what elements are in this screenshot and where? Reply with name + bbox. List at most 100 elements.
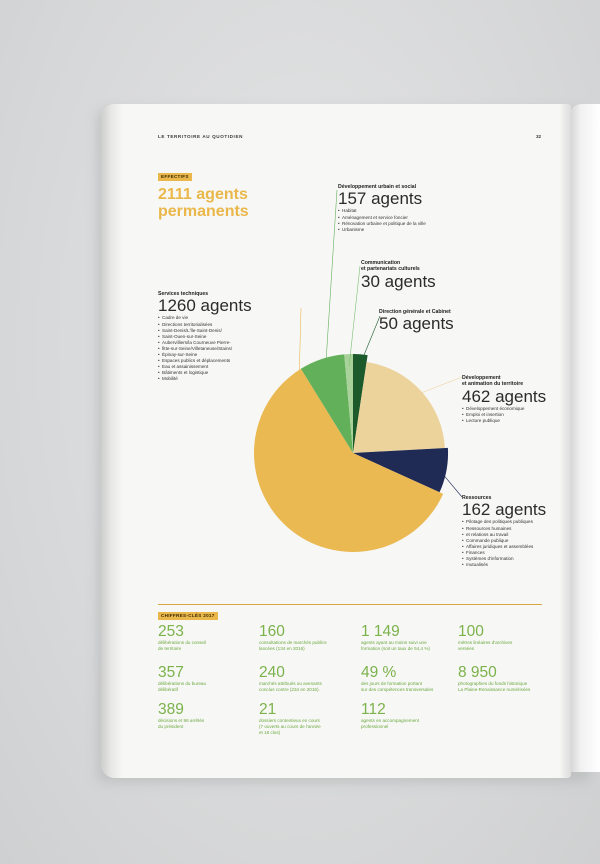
key-figure-description: (7 ouverts au cours de l'année bbox=[259, 724, 321, 730]
key-figure-description: conclus contre (234 en 2016). bbox=[259, 687, 320, 693]
key-figure-number: 8 950 bbox=[458, 664, 497, 681]
key-figure-number: 253 bbox=[158, 623, 184, 640]
pie-slice bbox=[353, 361, 445, 453]
key-figure-description: formation (soit un taux de 54,4 %) bbox=[361, 646, 430, 652]
slice-value: 30 agents bbox=[361, 271, 436, 291]
pie-slice bbox=[353, 447, 449, 493]
key-figure-number: 389 bbox=[158, 701, 184, 718]
slice-item: Directions territorialisées bbox=[158, 322, 252, 328]
label-direction-generale: Direction générale et Cabinet 50 agents bbox=[379, 309, 454, 333]
key-figure-description: versées bbox=[458, 646, 475, 652]
effectifs-tag: EFFECTIFS bbox=[158, 173, 192, 181]
slice-value: 157 agents bbox=[338, 189, 423, 209]
slice-item: Aubervilliers/la Courneuve Pierre- bbox=[158, 340, 252, 346]
slice-title-line2: et partenariats culturels bbox=[361, 266, 420, 273]
leader-line bbox=[417, 376, 463, 395]
key-figure-description: du président bbox=[158, 724, 184, 730]
section-header: LE TERRITOIRE AU QUOTIDIEN bbox=[158, 134, 244, 139]
slice-value: 462 agents bbox=[462, 386, 547, 406]
leader-line bbox=[348, 265, 361, 366]
slice-title: Développement urbain et social bbox=[338, 184, 417, 190]
page-number: 32 bbox=[536, 134, 542, 139]
pie-slice bbox=[344, 354, 353, 453]
brochure-page: LE TERRITOIRE AU QUOTIDIEN 32 EFFECTIFS … bbox=[101, 104, 571, 778]
slice-items: Pilotage des politiques publiquesRessour… bbox=[462, 519, 546, 568]
slice-item: Lecture publique bbox=[462, 418, 546, 424]
slice-item: Développement économique bbox=[462, 406, 546, 412]
slice-item: Systèmes d'information bbox=[462, 556, 546, 562]
chiffres-tag: CHIFFRES-CLÉS 2017 bbox=[158, 612, 218, 620]
key-figure-number: 357 bbox=[158, 664, 184, 681]
label-communication: Communication et partenariats culturels … bbox=[361, 260, 436, 291]
key-figure-description: photographies du fonds historique bbox=[458, 681, 528, 686]
slice-title: Ressources bbox=[462, 495, 492, 501]
slice-value: 162 agents bbox=[462, 500, 547, 520]
slice-title: Services techniques bbox=[158, 291, 209, 297]
leader-line bbox=[295, 307, 302, 519]
slice-item: Rénovation urbaine et politique de la vi… bbox=[338, 221, 426, 227]
pie-slice bbox=[254, 368, 444, 552]
slice-title: Communication bbox=[361, 260, 401, 266]
leader-line bbox=[325, 189, 338, 371]
slice-item: mutualisés bbox=[462, 562, 546, 568]
slice-title: Direction générale et Cabinet bbox=[379, 309, 451, 315]
key-figure-description: de territoire bbox=[158, 646, 182, 652]
key-figure-description: délibérations du bureau bbox=[158, 681, 207, 686]
key-figure-description: sur des compétences transversales bbox=[361, 687, 434, 693]
key-figure-description: lancées (134 en 2016) bbox=[259, 646, 305, 652]
slice-item: Saint-Denis/L'Île-Saint-Denis/ bbox=[158, 328, 252, 334]
slice-item: Saint-Ouen-sur-Seine bbox=[158, 334, 252, 340]
key-figure-description: La Plaine-Renaissance numérisées bbox=[458, 687, 531, 693]
slice-item: Eau et assainissement bbox=[158, 364, 252, 370]
key-figure: 1 149 agents ayant au moins suivi une form… bbox=[361, 624, 456, 652]
label-developpement-urbain: Développement urbain et social 157 agent… bbox=[338, 184, 426, 233]
key-figure: 253 délibérations du conseil de territoire bbox=[158, 624, 253, 652]
slice-item: Ressources humaines bbox=[462, 526, 546, 532]
slice-item: Cadre de vie bbox=[158, 315, 252, 321]
key-figure-description: agents ayant au moins suivi une bbox=[361, 640, 427, 645]
slice-item: Commande publique bbox=[462, 538, 546, 544]
key-figure: 21 dossiers contentieux en cours (7 ouvert… bbox=[259, 702, 354, 737]
label-ressources: Ressources 162 agents Pilotage des polit… bbox=[462, 495, 546, 568]
key-figure-description: consultations de marchés publics bbox=[259, 640, 327, 645]
slice-items: Développement économiqueEmploi et insert… bbox=[462, 406, 546, 424]
next-page-edge bbox=[568, 104, 600, 772]
key-figure-number: 112 bbox=[361, 701, 386, 718]
slice-item: Urbanisme bbox=[338, 227, 426, 233]
key-figure-description: et 18 clos) bbox=[259, 730, 281, 736]
key-figure-number: 100 bbox=[458, 623, 484, 640]
key-figure-description: délibératif bbox=[158, 687, 178, 693]
slice-title: Développement bbox=[462, 375, 501, 381]
key-figure: 8 950 photographies du fonds historique La… bbox=[458, 665, 553, 693]
key-figure-description: dossiers contentieux en cours bbox=[259, 718, 320, 723]
slice-title-line2: et animation du territoire bbox=[462, 381, 524, 388]
slice-item: Pilotage des politiques publiques bbox=[462, 519, 546, 525]
key-figure-description: décisions et 96 arrêtés bbox=[158, 718, 205, 723]
slice-value: 50 agents bbox=[379, 314, 454, 334]
key-figure: 112 agents en accompagnement professionnel bbox=[361, 702, 456, 730]
leader-line bbox=[359, 315, 381, 367]
key-figure-description: professionnel bbox=[361, 724, 389, 730]
pie-slice bbox=[353, 354, 368, 453]
key-figure-description: des jours de formation portant bbox=[361, 681, 423, 686]
slice-item: Mobilité bbox=[158, 376, 252, 382]
key-figure-number: 1 149 bbox=[361, 623, 400, 640]
pie-slice bbox=[300, 354, 353, 453]
key-figure: 100 mètres linéaires d'archives versées bbox=[458, 624, 553, 652]
key-figure: 160 consultations de marchés publics lancé… bbox=[259, 624, 354, 652]
slice-value: 1260 agents bbox=[158, 296, 252, 316]
key-figure-description: marchés attribués ou avenants bbox=[259, 681, 322, 686]
slice-item: Emploi et insertion bbox=[462, 412, 546, 418]
key-figure-description: agents en accompagnement bbox=[361, 718, 419, 723]
slice-item: Affaires juridiques et assemblées bbox=[462, 544, 546, 550]
label-developpement-animation: Développement et animation du territoire… bbox=[462, 375, 546, 424]
slice-item: Aménagement et service foncier bbox=[338, 215, 426, 221]
slice-item: Habitat bbox=[338, 208, 426, 214]
slice-item: fitte-sur-Seine/Villetaneuse/Stains/ bbox=[158, 346, 252, 352]
slice-item: Épinay-sur-Seine bbox=[158, 352, 252, 358]
divider bbox=[158, 604, 542, 605]
slice-item: Bâtiments et logistique bbox=[158, 370, 252, 376]
slice-item: et relations au travail bbox=[462, 532, 546, 538]
slice-items: HabitatAménagement et service foncierRén… bbox=[338, 208, 426, 232]
key-figure-description: délibérations du conseil bbox=[158, 640, 207, 645]
